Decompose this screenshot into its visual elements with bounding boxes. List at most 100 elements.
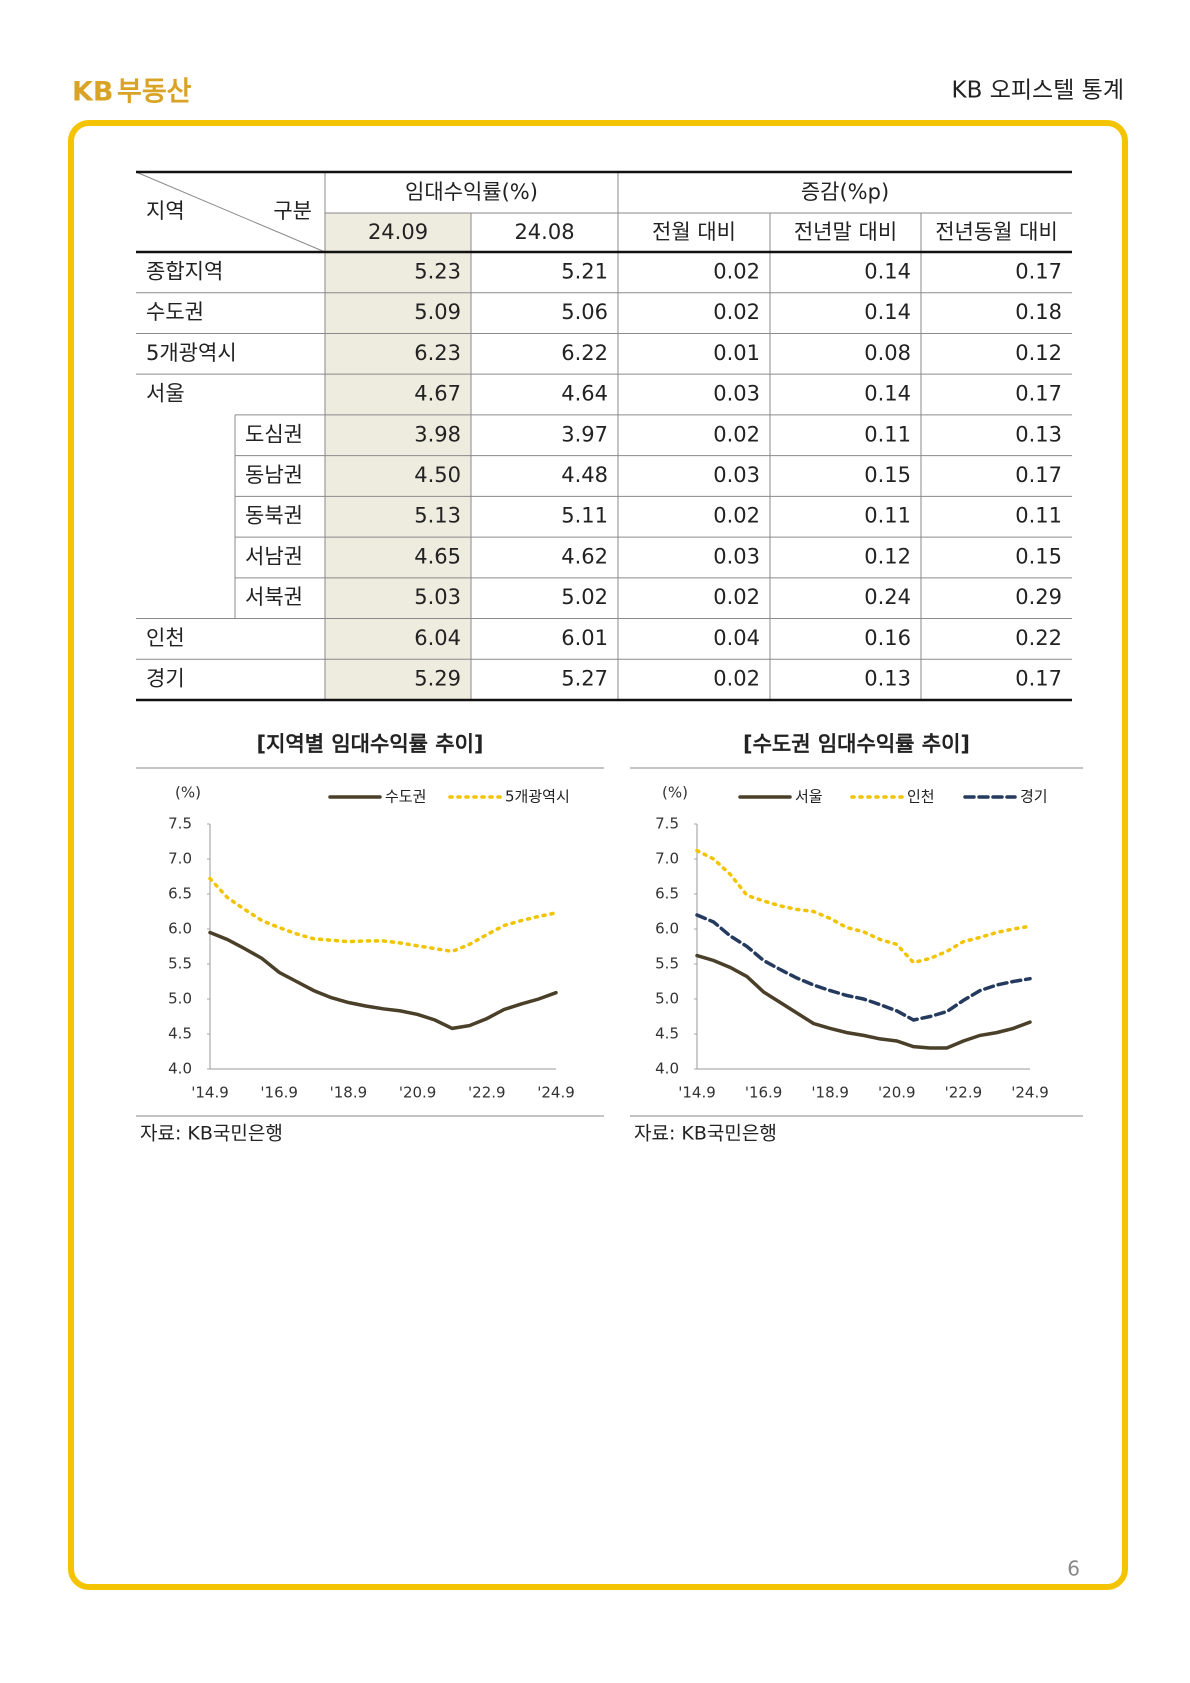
source-note: 자료: KB국민은행 <box>634 1123 777 1145</box>
y-tick-label: 4.0 <box>655 1060 679 1078</box>
row-label: 서울 <box>146 382 185 406</box>
cell-value: 5.06 <box>561 300 608 324</box>
column-header: 24.09 <box>368 220 428 244</box>
x-tick-label: '22.9 <box>468 1084 506 1102</box>
cell-value: 0.02 <box>713 504 760 528</box>
row-label: 수도권 <box>146 300 204 324</box>
legend-label: 5개광역시 <box>505 788 570 806</box>
y-tick-label: 5.0 <box>168 990 192 1008</box>
chart-title: [지역별 임대수익률 추이] <box>256 732 483 756</box>
cell-value: 0.24 <box>864 585 911 609</box>
cell-value: 0.17 <box>1015 667 1062 691</box>
cell-value: 6.23 <box>414 341 461 365</box>
cell-value: 5.27 <box>561 667 608 691</box>
x-tick-label: '18.9 <box>330 1084 368 1102</box>
row-label: 종합지역 <box>146 259 223 283</box>
series-line <box>208 930 558 1031</box>
cell-value: 0.12 <box>1015 341 1062 365</box>
cell-value: 5.21 <box>561 259 608 283</box>
cell-value: 0.14 <box>864 259 911 283</box>
row-label: 인천 <box>146 626 185 650</box>
page-number: 6 <box>1067 1557 1080 1581</box>
column-header: 전년말 대비 <box>794 220 897 244</box>
series-line <box>695 848 1032 965</box>
row-label: 동남권 <box>245 463 303 487</box>
group-header: 증감(%p) <box>801 180 889 204</box>
cell-value: 5.09 <box>414 300 461 324</box>
cell-value: 0.15 <box>1015 544 1062 568</box>
row-label: 동북권 <box>245 504 303 528</box>
cell-value: 6.01 <box>561 626 608 650</box>
cell-value: 6.04 <box>414 626 461 650</box>
cell-value: 0.15 <box>864 463 911 487</box>
row-label: 경기 <box>146 667 185 691</box>
cell-value: 0.12 <box>864 544 911 568</box>
y-tick-label: 7.0 <box>655 850 679 868</box>
cell-value: 5.02 <box>561 585 608 609</box>
cell-value: 0.18 <box>1015 300 1062 324</box>
cell-value: 0.03 <box>713 463 760 487</box>
y-tick-label: 5.5 <box>655 955 679 973</box>
row-label: 서남권 <box>245 544 303 568</box>
chart-title: [수도권 임대수익률 추이] <box>743 732 970 756</box>
row-label: 5개광역시 <box>146 341 237 365</box>
y-tick-label: 5.5 <box>168 955 192 973</box>
cell-value: 4.62 <box>561 544 608 568</box>
column-header: 전월 대비 <box>652 220 736 244</box>
cell-value: 0.14 <box>864 382 911 406</box>
cell-value: 0.11 <box>1015 504 1062 528</box>
y-tick-label: 7.5 <box>655 815 679 833</box>
y-tick-label: 6.5 <box>168 885 192 903</box>
x-tick-label: '16.9 <box>745 1084 783 1102</box>
source-note: 자료: KB국민은행 <box>140 1123 283 1145</box>
corner-diagonal <box>135 171 326 253</box>
legend-label: 수도권 <box>385 788 426 806</box>
y-tick-label: 4.5 <box>655 1025 679 1043</box>
logo-text: 부동산 <box>117 77 192 108</box>
page-frame <box>68 120 1128 1590</box>
cell-value: 0.02 <box>713 259 760 283</box>
header-title: KB 오피스텔 통계 <box>952 78 1124 104</box>
cell-value: 0.17 <box>1015 382 1062 406</box>
x-tick-label: '14.9 <box>191 1084 229 1102</box>
y-tick-label: 4.0 <box>168 1060 192 1078</box>
cell-value: 5.29 <box>414 667 461 691</box>
cell-value: 4.50 <box>414 463 461 487</box>
cell-value: 4.65 <box>414 544 461 568</box>
legend-label: 경기 <box>1020 788 1048 806</box>
group-header: 임대수익률(%) <box>405 180 538 204</box>
cell-value: 0.29 <box>1015 585 1062 609</box>
cell-value: 0.14 <box>864 300 911 324</box>
cell-value: 4.64 <box>561 382 608 406</box>
y-axis-label: (%) <box>175 784 201 802</box>
cell-value: 0.13 <box>1015 422 1062 446</box>
series-line <box>695 953 1032 1050</box>
cell-value: 0.13 <box>864 667 911 691</box>
series-line <box>208 876 558 954</box>
cell-value: 4.48 <box>561 463 608 487</box>
cell-value: 0.02 <box>713 667 760 691</box>
cell-value: 5.11 <box>561 504 608 528</box>
row-label: 서북권 <box>245 585 303 609</box>
corner-label: 지역 <box>146 199 185 223</box>
cell-value: 0.17 <box>1015 259 1062 283</box>
y-tick-label: 4.5 <box>168 1025 192 1043</box>
legend-label: 인천 <box>907 788 935 806</box>
corner-label: 구분 <box>273 199 312 223</box>
cell-value: 0.02 <box>713 422 760 446</box>
logo-kb: KB <box>72 77 114 108</box>
cell-value: 0.03 <box>713 544 760 568</box>
cell-value: 3.98 <box>414 422 461 446</box>
x-tick-label: '20.9 <box>878 1084 916 1102</box>
cell-value: 4.67 <box>414 382 461 406</box>
y-tick-label: 5.0 <box>655 990 679 1008</box>
x-tick-label: '24.9 <box>537 1084 575 1102</box>
x-tick-label: '14.9 <box>678 1084 716 1102</box>
series-line <box>695 913 1032 1022</box>
x-tick-label: '24.9 <box>1011 1084 1049 1102</box>
y-tick-label: 6.0 <box>168 920 192 938</box>
cell-value: 0.03 <box>713 382 760 406</box>
legend-label: 서울 <box>795 788 823 806</box>
cell-value: 0.04 <box>713 626 760 650</box>
